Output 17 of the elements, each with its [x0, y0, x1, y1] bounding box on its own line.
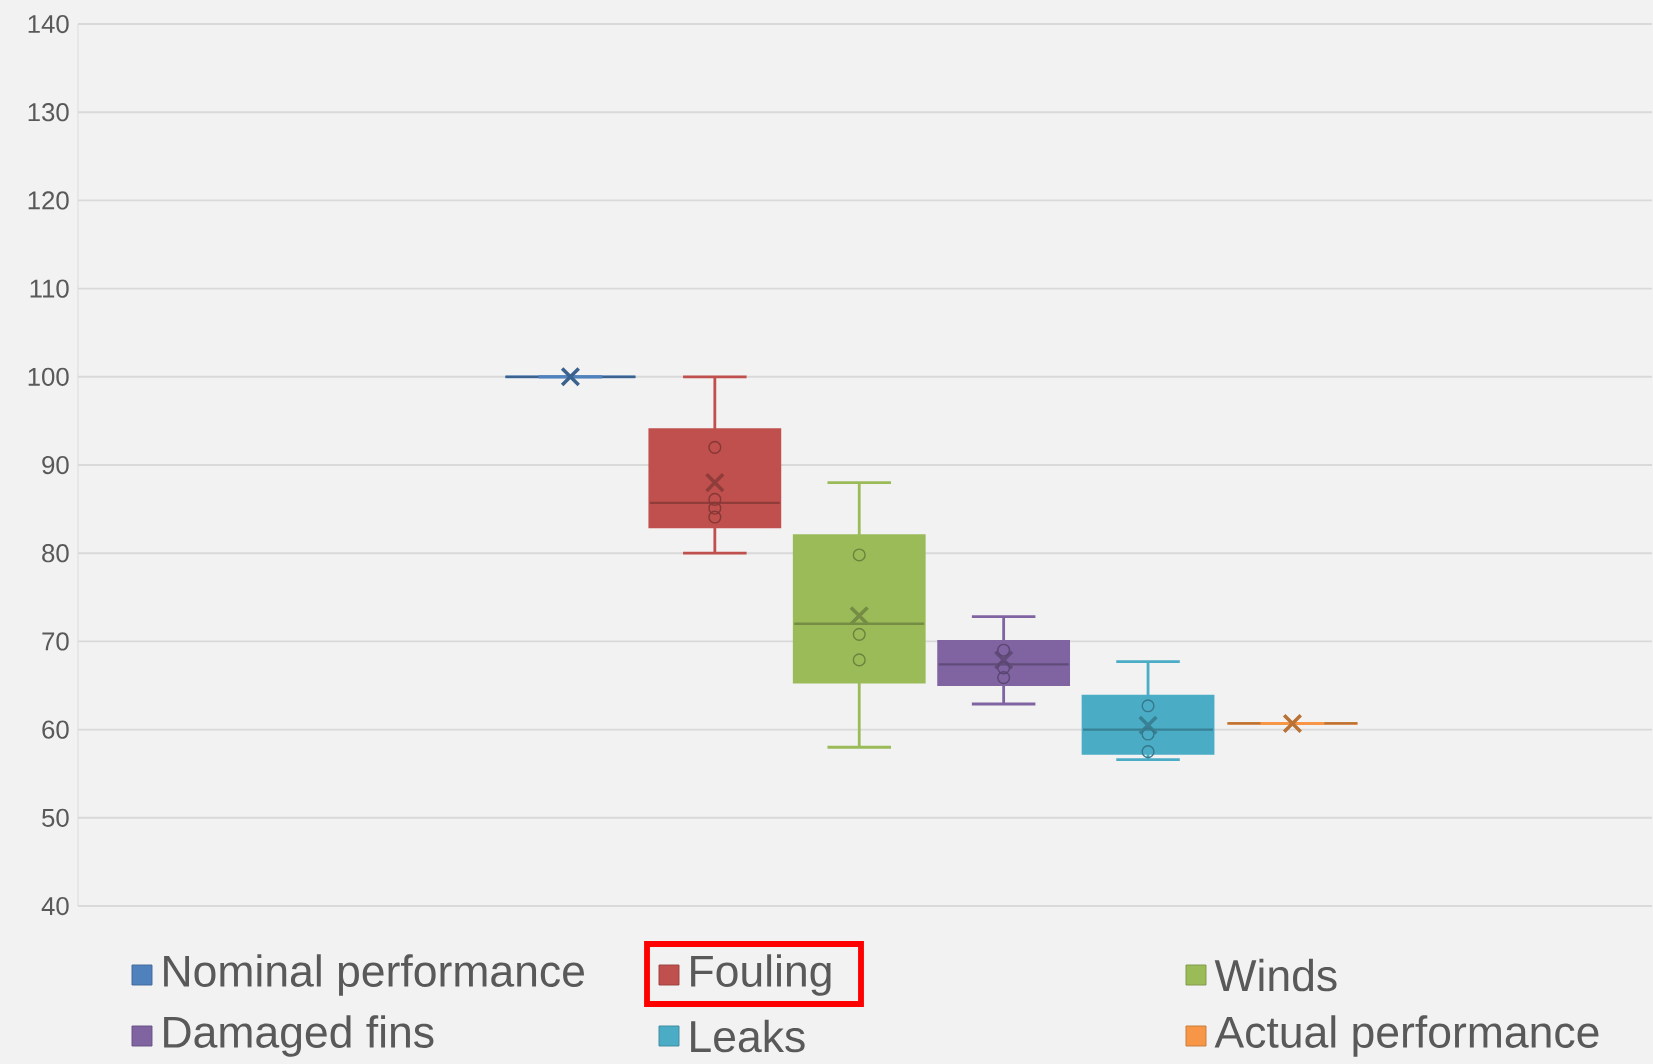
y-tick-label: 40 [41, 896, 69, 916]
legend-label: Damaged fins [164, 1015, 434, 1057]
y-tick-label: 120 [28, 191, 69, 210]
legend-label: Nominal performance [164, 954, 584, 996]
legend-label: Fouling [691, 954, 831, 996]
y-tick-label: 70 [42, 632, 69, 651]
y-tick-label: 90 [42, 455, 69, 475]
legend-label: Leaks [691, 1019, 805, 1053]
y-tick-label: 50 [42, 808, 69, 827]
y-tick-label: 100 [28, 367, 69, 386]
y-tick-label: 80 [42, 544, 69, 563]
y-tick-label: 130 [28, 103, 69, 122]
y-tick-label: 60 [42, 720, 69, 739]
legend-label: Winds [1214, 958, 1337, 992]
legend-label: Actual performance [1214, 1015, 1599, 1057]
y-tick-label: 110 [30, 279, 69, 298]
y-tick-label: 140 [28, 14, 69, 34]
